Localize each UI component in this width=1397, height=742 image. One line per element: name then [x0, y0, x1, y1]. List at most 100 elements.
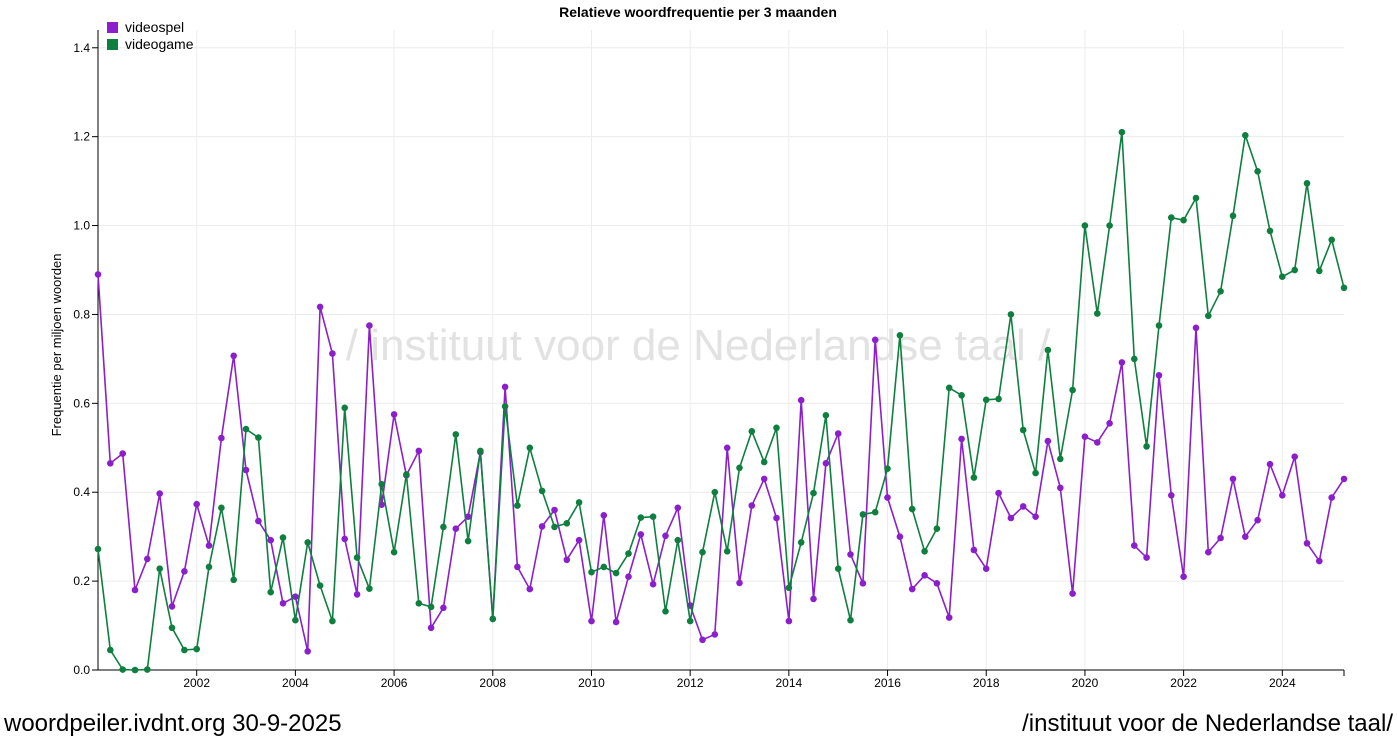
data-point-videogame[interactable] [822, 412, 830, 419]
data-point-videogame[interactable] [896, 332, 904, 339]
data-point-videogame[interactable] [415, 600, 423, 607]
data-point-videogame[interactable] [501, 403, 509, 410]
data-point-videogame[interactable] [908, 505, 916, 513]
data-point-videospel[interactable] [1106, 420, 1113, 427]
data-point-videospel[interactable] [279, 600, 287, 607]
data-point-videogame[interactable] [1303, 180, 1311, 187]
data-point-videospel[interactable] [810, 595, 817, 603]
data-point-videogame[interactable] [1229, 212, 1237, 220]
data-point-videogame[interactable] [748, 428, 756, 435]
data-point-videospel[interactable] [1131, 542, 1138, 549]
data-point-videospel[interactable] [625, 573, 632, 580]
data-point-videogame[interactable] [662, 608, 669, 615]
data-point-videogame[interactable] [1266, 227, 1274, 235]
data-point-videospel[interactable] [353, 591, 361, 598]
data-point-videogame[interactable] [292, 616, 299, 624]
data-point-videogame[interactable] [1143, 443, 1150, 450]
data-point-videospel[interactable] [551, 506, 558, 514]
data-point-videospel[interactable] [1032, 513, 1039, 520]
data-point-videogame[interactable] [921, 548, 928, 555]
data-point-videogame[interactable] [279, 534, 287, 541]
data-point-videogame[interactable] [452, 431, 460, 438]
data-point-videogame[interactable] [1094, 310, 1101, 317]
data-point-videospel[interactable] [119, 450, 126, 457]
data-point-videospel[interactable] [859, 580, 867, 587]
data-point-videogame[interactable] [193, 645, 200, 653]
data-point-videospel[interactable] [736, 579, 743, 587]
data-point-videospel[interactable] [1180, 573, 1187, 580]
data-point-videogame[interactable] [884, 465, 891, 473]
data-point-videogame[interactable] [230, 576, 237, 584]
data-point-videospel[interactable] [674, 504, 682, 512]
data-point-videogame[interactable] [94, 545, 102, 553]
data-point-videogame[interactable] [760, 458, 768, 466]
data-point-videogame[interactable] [1106, 222, 1113, 229]
data-point-videospel[interactable] [600, 512, 608, 519]
data-point-videospel[interactable] [267, 536, 275, 544]
data-point-videogame[interactable] [1217, 288, 1224, 295]
data-point-videospel[interactable] [390, 411, 398, 418]
data-point-videogame[interactable] [1180, 216, 1187, 224]
data-point-videospel[interactable] [193, 500, 200, 508]
data-point-videospel[interactable] [341, 535, 349, 543]
data-point-videogame[interactable] [514, 502, 521, 509]
data-point-videospel[interactable] [921, 572, 928, 579]
data-point-videospel[interactable] [760, 475, 768, 483]
data-point-videogame[interactable] [600, 563, 608, 571]
data-point-videospel[interactable] [440, 604, 447, 612]
data-point-videospel[interactable] [662, 532, 669, 540]
data-point-videospel[interactable] [218, 434, 225, 442]
legend-item-videospel[interactable]: videospel [107, 19, 184, 35]
data-point-videogame[interactable] [440, 523, 447, 531]
data-point-videogame[interactable] [995, 395, 1002, 403]
data-point-videogame[interactable] [366, 585, 373, 592]
data-point-videospel[interactable] [1205, 548, 1212, 556]
data-point-videogame[interactable] [637, 514, 645, 521]
data-point-videospel[interactable] [1069, 590, 1076, 597]
data-point-videospel[interactable] [1242, 533, 1249, 540]
data-point-videogame[interactable] [1118, 128, 1126, 136]
data-point-videospel[interactable] [329, 350, 336, 357]
data-point-videogame[interactable] [304, 539, 312, 546]
data-point-videogame[interactable] [341, 404, 349, 412]
data-point-videogame[interactable] [686, 617, 694, 625]
data-point-videospel[interactable] [304, 648, 312, 655]
data-point-videospel[interactable] [415, 447, 423, 455]
data-point-videogame[interactable] [711, 488, 719, 496]
data-point-videogame[interactable] [168, 624, 176, 632]
data-point-videospel[interactable] [316, 303, 324, 311]
data-point-videospel[interactable] [1094, 439, 1101, 446]
data-point-videospel[interactable] [1192, 324, 1200, 332]
data-point-videospel[interactable] [612, 618, 620, 626]
data-point-videogame[interactable] [834, 565, 842, 572]
data-point-videospel[interactable] [292, 593, 299, 600]
data-point-videospel[interactable] [649, 580, 657, 588]
data-point-videogame[interactable] [1044, 346, 1052, 354]
data-point-videogame[interactable] [563, 520, 571, 527]
data-point-videospel[interactable] [847, 551, 854, 558]
data-point-videogame[interactable] [797, 539, 805, 546]
data-point-videogame[interactable] [1069, 386, 1076, 394]
data-point-videogame[interactable] [255, 434, 262, 441]
data-point-videospel[interactable] [156, 490, 163, 497]
data-point-videospel[interactable] [563, 556, 571, 564]
data-point-videogame[interactable] [353, 554, 361, 561]
data-point-videospel[interactable] [230, 352, 237, 360]
data-point-videogame[interactable] [316, 582, 324, 589]
data-point-videogame[interactable] [859, 511, 867, 518]
data-point-videogame[interactable] [1192, 194, 1200, 202]
data-point-videospel[interactable] [1143, 554, 1150, 561]
data-point-videospel[interactable] [995, 489, 1002, 497]
data-point-videogame[interactable] [1279, 273, 1286, 281]
data-point-videospel[interactable] [242, 466, 250, 474]
data-point-videogame[interactable] [612, 569, 620, 577]
data-point-videospel[interactable] [1303, 540, 1311, 547]
data-point-videospel[interactable] [1155, 372, 1163, 379]
data-point-videospel[interactable] [107, 460, 114, 467]
data-point-videogame[interactable] [847, 616, 854, 624]
data-point-videogame[interactable] [1131, 355, 1138, 363]
data-point-videospel[interactable] [884, 494, 891, 501]
data-point-videogame[interactable] [1081, 222, 1089, 229]
data-point-videogame[interactable] [785, 584, 793, 592]
data-point-videogame[interactable] [181, 646, 188, 654]
